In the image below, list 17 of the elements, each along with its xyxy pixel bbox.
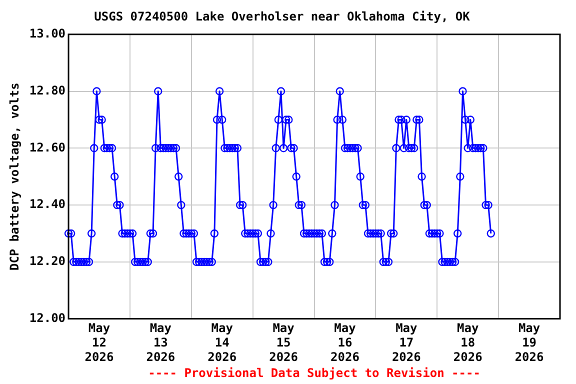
y-tick-label: 12.60 [29, 140, 66, 154]
y-tick-label: 12.40 [29, 197, 66, 212]
x-tick-label: May 19 2026 [514, 321, 544, 364]
x-tick-label: May 12 2026 [84, 321, 114, 364]
y-tick-label: 13.00 [29, 26, 66, 41]
chart-title: USGS 07240500 Lake Overholser near Oklahoma City, OK [94, 9, 471, 24]
x-tick-label: May 14 2026 [208, 321, 237, 364]
y-axis-title: DCP battery voltage, volts [7, 82, 22, 271]
y-tick-label: 12.00 [29, 310, 66, 325]
x-tick-label: May 18 2026 [453, 321, 482, 364]
x-tick-label: May 16 2026 [330, 321, 360, 364]
text: ---- Provisional Data Subject to Revision ---- [148, 366, 480, 380]
x-tick-label: May 13 2026 [146, 321, 176, 364]
x-tick-label: May 15 2026 [269, 321, 298, 364]
y-tick-label: 12.80 [29, 83, 66, 98]
y-tick-label: 12.20 [29, 254, 66, 268]
x-tick-label: May 17 2026 [392, 321, 421, 364]
